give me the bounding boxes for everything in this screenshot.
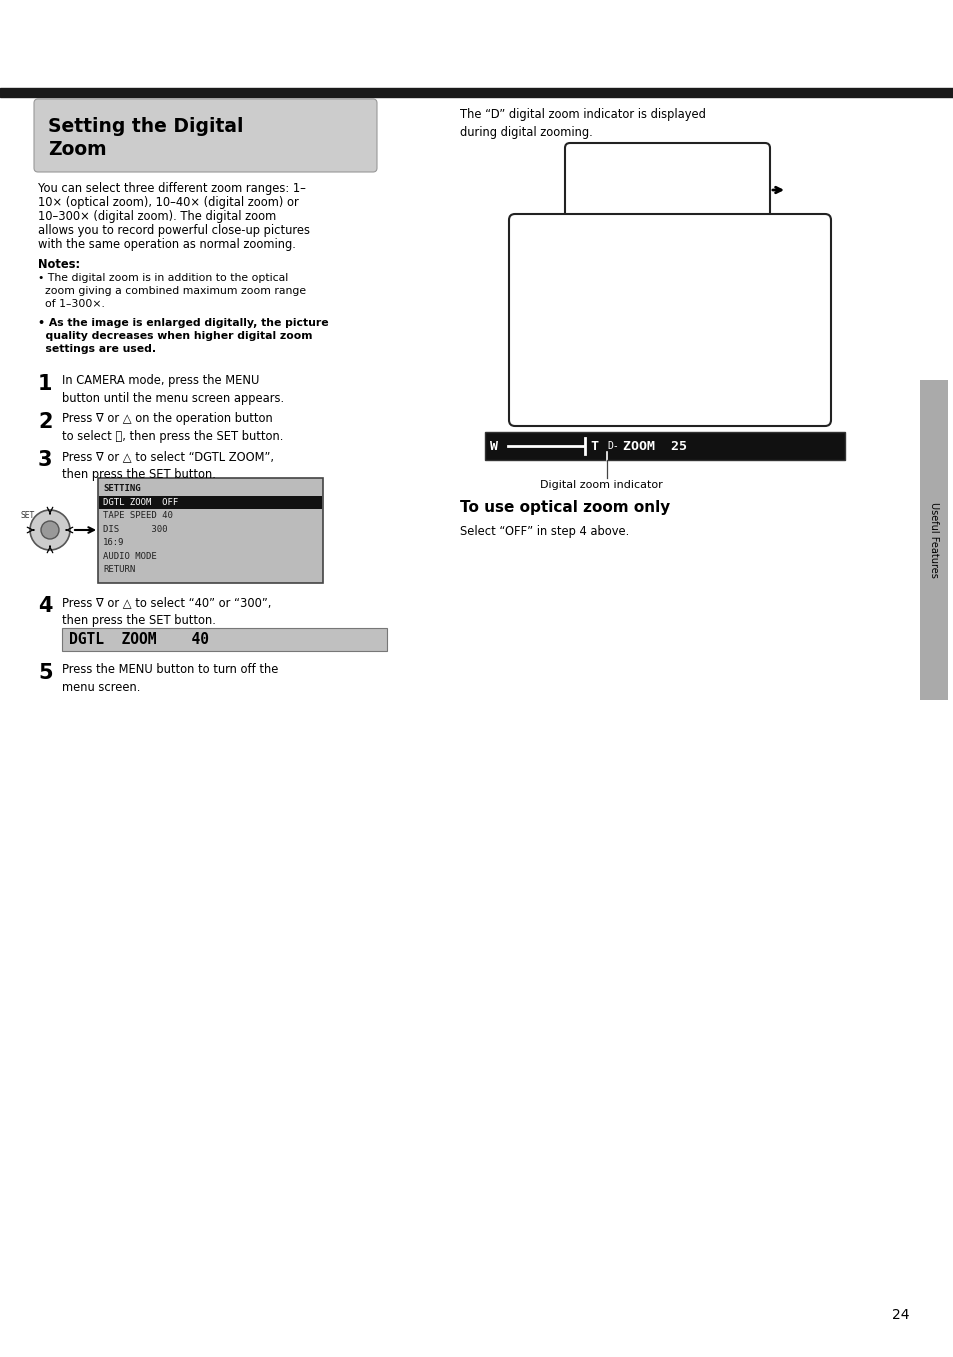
Bar <box>484 432 844 460</box>
Text: Notes:: Notes: <box>38 258 80 271</box>
Text: Press ∇ or △ to select “40” or “300”,
then press the SET button.: Press ∇ or △ to select “40” or “300”, th… <box>62 596 271 627</box>
FancyBboxPatch shape <box>34 99 376 172</box>
Text: Select “OFF” in step 4 above.: Select “OFF” in step 4 above. <box>459 525 629 537</box>
Text: TAPE SPEED 40: TAPE SPEED 40 <box>103 512 172 520</box>
Text: Useful Features: Useful Features <box>928 502 938 578</box>
Text: T: T <box>589 440 598 452</box>
Text: W: W <box>490 440 497 452</box>
Text: quality decreases when higher digital zoom: quality decreases when higher digital zo… <box>38 331 313 341</box>
Text: zoom giving a combined maximum zoom range: zoom giving a combined maximum zoom rang… <box>38 286 306 296</box>
Text: Press the MENU button to turn off the
menu screen.: Press the MENU button to turn off the me… <box>62 664 278 693</box>
Text: 24: 24 <box>892 1308 909 1322</box>
Text: ZOOM  25: ZOOM 25 <box>622 440 686 452</box>
Bar <box>62 628 387 651</box>
Text: SET: SET <box>20 510 34 520</box>
Text: You can select three different zoom ranges: 1–: You can select three different zoom rang… <box>38 182 306 195</box>
Text: 2: 2 <box>38 413 52 432</box>
Text: 10× (optical zoom), 10–40× (digital zoom) or: 10× (optical zoom), 10–40× (digital zoom… <box>38 195 298 209</box>
Text: Press ∇ or △ on the operation button
to select ⓟ, then press the SET button.: Press ∇ or △ on the operation button to … <box>62 413 283 442</box>
Text: The “D” digital zoom indicator is displayed
during digital zooming.: The “D” digital zoom indicator is displa… <box>459 109 705 138</box>
Text: allows you to record powerful close-up pictures: allows you to record powerful close-up p… <box>38 224 310 237</box>
Text: Setting the Digital
Zoom: Setting the Digital Zoom <box>48 117 243 159</box>
Text: DGTL ZOOM  OFF: DGTL ZOOM OFF <box>103 498 178 506</box>
Text: Digital zoom indicator: Digital zoom indicator <box>539 480 662 490</box>
Text: Press ∇ or △ to select “DGTL ZOOM”,
then press the SET button.: Press ∇ or △ to select “DGTL ZOOM”, then… <box>62 451 274 480</box>
Text: DIS      300: DIS 300 <box>103 525 168 533</box>
Circle shape <box>41 521 59 539</box>
Text: 3: 3 <box>38 451 52 470</box>
Bar <box>98 478 323 584</box>
Bar <box>99 495 322 509</box>
Text: with the same operation as normal zooming.: with the same operation as normal zoomin… <box>38 237 295 251</box>
Text: 10–300× (digital zoom). The digital zoom: 10–300× (digital zoom). The digital zoom <box>38 210 276 223</box>
Circle shape <box>30 510 70 550</box>
Text: • The digital zoom is in addition to the optical: • The digital zoom is in addition to the… <box>38 273 288 284</box>
Bar <box>0 88 953 96</box>
Text: AUDIO MODE: AUDIO MODE <box>103 552 156 560</box>
Bar <box>919 380 947 700</box>
FancyBboxPatch shape <box>509 214 830 426</box>
Text: In CAMERA mode, press the MENU
button until the menu screen appears.: In CAMERA mode, press the MENU button un… <box>62 375 284 404</box>
Text: D-: D- <box>606 441 618 451</box>
Text: DGTL  ZOOM    40: DGTL ZOOM 40 <box>69 632 209 647</box>
Text: settings are used.: settings are used. <box>38 345 156 354</box>
Text: • As the image is enlarged digitally, the picture: • As the image is enlarged digitally, th… <box>38 318 328 328</box>
Text: 16:9: 16:9 <box>103 539 125 547</box>
Text: To use optical zoom only: To use optical zoom only <box>459 499 670 516</box>
Text: RETURN: RETURN <box>103 566 135 574</box>
Text: 4: 4 <box>38 596 52 616</box>
FancyBboxPatch shape <box>564 142 769 248</box>
Text: of 1–300×.: of 1–300×. <box>38 299 105 309</box>
Text: 1: 1 <box>38 375 52 394</box>
Text: SETTING: SETTING <box>103 484 140 493</box>
Text: 5: 5 <box>38 664 52 683</box>
